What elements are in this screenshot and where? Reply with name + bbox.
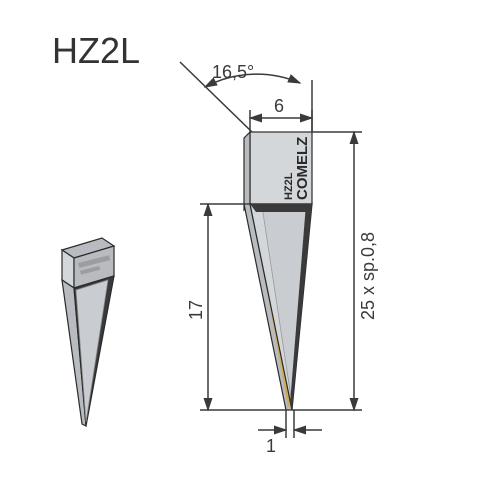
dim-tip-width-label: 1 — [266, 436, 276, 456]
dim-tip-width: 1 — [258, 410, 322, 456]
dim-angle-label: 16,5° — [212, 62, 254, 82]
brand-text: COMELZ — [294, 137, 311, 200]
dim-angle: 16,5° — [180, 62, 312, 132]
dim-top-width: 6 — [250, 96, 312, 132]
iso-view — [62, 238, 114, 426]
dim-blade-exposed-label: 17 — [186, 300, 206, 320]
dim-total-height-label: 25 x sp.0,8 — [358, 232, 378, 320]
technical-drawing: COMELZ HZ2L 16,5° 6 — [0, 0, 500, 500]
front-view: COMELZ HZ2L 16,5° 6 — [180, 62, 378, 456]
model-text: HZ2L — [283, 172, 295, 200]
dim-top-width-label: 6 — [274, 96, 284, 116]
